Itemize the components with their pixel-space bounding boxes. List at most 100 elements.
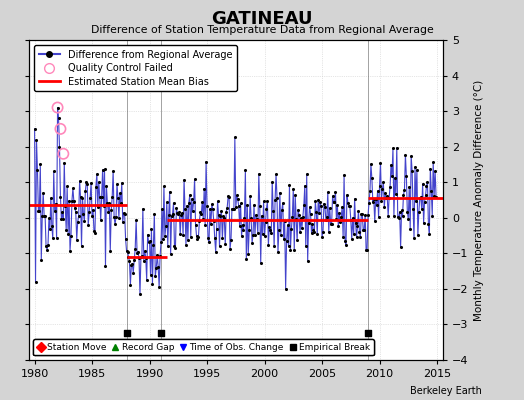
Point — [156, 252, 165, 259]
Point — [246, 193, 254, 200]
Point — [167, 251, 175, 257]
Point — [78, 195, 86, 201]
Point — [56, 144, 64, 150]
Point — [343, 192, 351, 198]
Point — [60, 159, 69, 166]
Point — [43, 246, 51, 253]
Point — [39, 190, 47, 196]
Point — [82, 178, 91, 185]
Point — [227, 236, 235, 243]
Point — [277, 232, 285, 238]
Point — [361, 212, 369, 218]
Point — [162, 199, 171, 206]
Point — [352, 220, 360, 226]
Point — [390, 213, 398, 219]
Point — [242, 256, 250, 262]
Point — [370, 218, 379, 224]
Point — [319, 228, 327, 235]
Point — [122, 236, 130, 242]
Point — [195, 218, 204, 224]
Point — [141, 254, 150, 261]
Point — [408, 168, 416, 174]
Point — [135, 255, 143, 262]
Point — [329, 193, 337, 199]
Point — [409, 206, 417, 212]
Point — [398, 212, 407, 219]
Point — [381, 190, 389, 196]
Point — [366, 188, 374, 194]
Point — [147, 226, 156, 233]
Point — [380, 204, 388, 211]
Point — [309, 227, 318, 233]
Point — [413, 166, 421, 173]
Point — [391, 191, 400, 197]
Point — [210, 218, 218, 224]
Point — [224, 193, 232, 200]
Point — [307, 230, 315, 236]
Point — [144, 231, 152, 238]
Point — [407, 153, 416, 159]
Point — [37, 257, 46, 264]
Point — [296, 229, 304, 236]
Point — [77, 194, 85, 200]
Point — [56, 126, 64, 132]
Point — [321, 203, 329, 210]
Text: Difference of Station Temperature Data from Regional Average: Difference of Station Temperature Data f… — [91, 25, 433, 35]
Point — [100, 203, 108, 209]
Point — [336, 219, 344, 226]
Point — [211, 234, 219, 241]
Point — [307, 210, 315, 217]
Point — [87, 180, 95, 186]
Point — [271, 197, 279, 203]
Point — [214, 212, 223, 218]
Point — [417, 194, 425, 200]
Point — [38, 213, 47, 219]
Point — [253, 215, 261, 222]
Point — [91, 230, 99, 236]
Point — [46, 226, 54, 232]
Point — [66, 248, 74, 254]
Point — [285, 182, 293, 188]
Point — [264, 242, 272, 248]
Point — [236, 200, 245, 206]
Point — [291, 192, 299, 198]
Point — [394, 214, 402, 220]
Point — [172, 205, 181, 212]
Point — [324, 229, 333, 235]
Point — [344, 200, 352, 206]
Point — [126, 281, 135, 288]
Point — [281, 286, 290, 292]
Point — [259, 198, 268, 204]
Point — [121, 211, 129, 218]
Point — [375, 183, 384, 190]
Point — [345, 203, 353, 210]
Point — [193, 235, 202, 242]
Point — [419, 181, 427, 187]
Point — [212, 226, 221, 232]
Point — [331, 188, 340, 195]
Point — [139, 258, 148, 264]
Point — [52, 235, 61, 242]
Point — [377, 198, 386, 204]
Point — [47, 195, 55, 201]
Point — [297, 215, 305, 221]
Point — [206, 206, 214, 212]
Point — [137, 254, 145, 261]
Point — [364, 212, 372, 218]
Point — [167, 212, 176, 219]
Point — [230, 205, 238, 212]
Point — [220, 215, 228, 222]
Point — [315, 210, 323, 216]
Point — [154, 264, 162, 270]
Point — [263, 198, 271, 204]
Point — [423, 178, 432, 185]
Point — [42, 243, 50, 250]
Point — [95, 194, 104, 200]
Point — [215, 243, 224, 249]
Point — [57, 216, 66, 222]
Point — [298, 224, 306, 231]
Point — [334, 223, 343, 229]
Point — [260, 233, 269, 240]
Point — [79, 211, 88, 218]
Point — [232, 204, 240, 210]
